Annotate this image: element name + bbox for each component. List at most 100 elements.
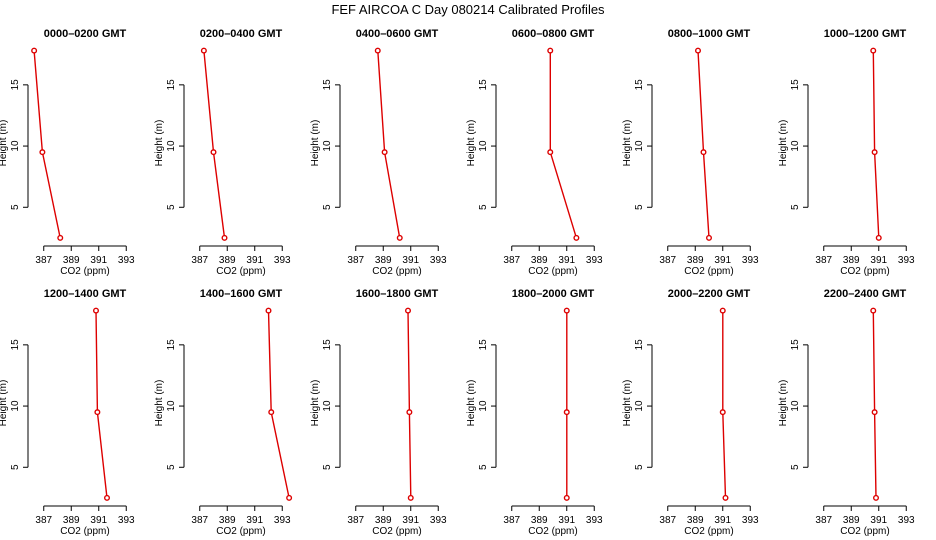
profile-line — [722, 310, 727, 498]
y-tick-label: 10 — [10, 400, 21, 412]
panel-title: 0800–1000 GMT — [668, 28, 751, 40]
x-axis-label: CO2 (ppm) — [684, 526, 733, 537]
y-tick-label: 10 — [478, 400, 489, 412]
y-axis-label: Height (m) — [622, 120, 633, 167]
y-axis-label: Height (m) — [466, 120, 477, 167]
y-tick-label: 15 — [166, 339, 177, 351]
data-point — [57, 234, 64, 241]
panel-title: 0200–0400 GMT — [200, 28, 283, 40]
data-point — [39, 149, 46, 156]
profile-panel: 1600–1800 GMT 387 389 391 393 5 10 15 CO2 (ppm) H… — [310, 288, 447, 537]
x-tick-label: 389 — [687, 255, 704, 266]
y-tick-label: 10 — [10, 140, 21, 152]
y-tick-label: 5 — [790, 204, 801, 210]
x-axis-label: CO2 (ppm) — [840, 526, 889, 537]
data-point — [381, 149, 388, 156]
x-tick-label: 393 — [430, 515, 447, 526]
x-axis-label: CO2 (ppm) — [60, 526, 109, 537]
y-axis-label: Height (m) — [466, 380, 477, 427]
profile-panel: 0200–0400 GMT 387 389 391 393 5 10 15 CO2 (ppm) H… — [154, 28, 291, 277]
profile-line — [203, 50, 226, 238]
x-tick-label: 387 — [35, 255, 52, 266]
y-tick-label: 15 — [790, 79, 801, 91]
x-tick-label: 387 — [191, 515, 208, 526]
x-tick-label: 391 — [402, 515, 419, 526]
profile-panel: 0800–1000 GMT 387 389 391 393 5 10 15 CO2 (ppm) H… — [622, 28, 759, 277]
profile-panel: 2000–2200 GMT 387 389 391 393 5 10 15 CO2 (ppm) H… — [622, 288, 759, 537]
panel-title: 1200–1400 GMT — [44, 288, 127, 300]
data-point — [563, 307, 570, 314]
x-tick-label: 391 — [246, 255, 263, 266]
data-point — [719, 409, 726, 416]
y-tick-label: 5 — [166, 204, 177, 210]
data-point — [396, 234, 403, 241]
x-tick-label: 393 — [742, 515, 759, 526]
profile-line — [549, 50, 578, 239]
x-tick-label: 393 — [586, 255, 603, 266]
y-tick-label: 5 — [478, 204, 489, 210]
y-tick-label: 10 — [166, 140, 177, 152]
x-tick-label: 391 — [870, 255, 887, 266]
profile-panel: 2200–2400 GMT 387 389 391 393 5 10 15 CO2 (ppm) H… — [778, 288, 915, 537]
y-tick-label: 15 — [322, 79, 333, 91]
x-tick-label: 391 — [90, 255, 107, 266]
x-axis-label: CO2 (ppm) — [840, 266, 889, 277]
profile-line — [95, 310, 108, 498]
y-tick-label: 10 — [634, 140, 645, 152]
panel-title: 2200–2400 GMT — [824, 288, 907, 300]
x-axis-label: CO2 (ppm) — [372, 266, 421, 277]
x-tick-label: 389 — [531, 515, 548, 526]
data-point — [374, 47, 381, 54]
profile-line — [377, 50, 401, 239]
y-tick-label: 5 — [322, 204, 333, 210]
x-tick-label: 393 — [898, 515, 915, 526]
x-tick-label: 387 — [815, 515, 832, 526]
x-tick-label: 393 — [898, 255, 915, 266]
data-point — [406, 409, 413, 416]
profile-line — [872, 310, 877, 498]
profile-line — [697, 50, 710, 238]
y-tick-label: 15 — [790, 339, 801, 351]
profile-panel: 0400–0600 GMT 387 389 391 393 5 10 15 CO2 (ppm) H… — [310, 28, 447, 277]
data-point — [407, 494, 414, 501]
y-tick-label: 15 — [10, 339, 21, 351]
data-point — [573, 234, 580, 241]
data-point — [405, 307, 412, 314]
panel-title: 0000–0200 GMT — [44, 28, 127, 40]
data-point — [563, 494, 570, 501]
data-point — [706, 234, 713, 241]
y-tick-label: 5 — [478, 464, 489, 470]
x-tick-label: 389 — [843, 515, 860, 526]
x-tick-label: 389 — [63, 255, 80, 266]
x-tick-label: 389 — [687, 515, 704, 526]
x-tick-label: 391 — [558, 515, 575, 526]
profile-panel: 1800–2000 GMT 387 389 391 393 5 10 15 CO2 (ppm) H… — [466, 288, 603, 537]
x-tick-label: 391 — [714, 255, 731, 266]
x-tick-label: 389 — [63, 515, 80, 526]
panel-title: 2000–2200 GMT — [668, 288, 751, 300]
x-tick-label: 393 — [274, 515, 291, 526]
x-tick-label: 389 — [375, 515, 392, 526]
x-tick-label: 393 — [274, 255, 291, 266]
y-tick-label: 15 — [10, 79, 21, 91]
y-tick-label: 5 — [634, 464, 645, 470]
y-tick-label: 15 — [478, 79, 489, 91]
y-tick-label: 5 — [166, 464, 177, 470]
data-point — [94, 409, 101, 416]
data-point — [547, 47, 554, 54]
data-point — [719, 307, 726, 314]
profile-panel: 0000–0200 GMT 387 389 391 393 5 10 15 CO2 (ppm) H… — [0, 28, 135, 277]
x-tick-label: 391 — [558, 255, 575, 266]
y-tick-label: 10 — [790, 400, 801, 412]
y-axis-label: Height (m) — [0, 120, 9, 167]
y-axis-label: Height (m) — [154, 380, 165, 427]
data-point — [210, 149, 217, 156]
data-point — [268, 409, 275, 416]
y-axis-label: Height (m) — [310, 380, 321, 427]
x-tick-label: 387 — [503, 515, 520, 526]
profile-panel: 1000–1200 GMT 387 389 391 393 5 10 15 CO2 (ppm) H… — [778, 28, 915, 277]
y-tick-label: 10 — [322, 140, 333, 152]
profile-line — [33, 50, 61, 239]
x-axis-label: CO2 (ppm) — [528, 266, 577, 277]
